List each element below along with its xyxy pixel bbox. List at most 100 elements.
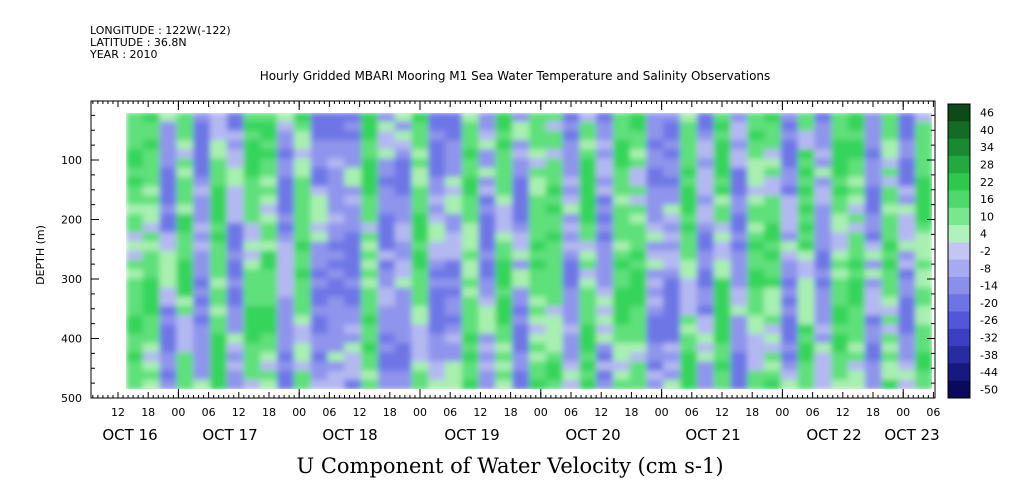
heatmap-cell	[764, 370, 782, 381]
x-tick-label: 00	[896, 406, 910, 419]
heatmap-cell	[764, 204, 782, 215]
heatmap-cell	[461, 177, 480, 188]
heatmap-cell	[176, 241, 195, 252]
heatmap-cell	[848, 343, 866, 354]
heatmap-cell	[394, 352, 413, 363]
heatmap-cell	[529, 195, 547, 206]
heatmap-cell	[915, 232, 932, 243]
heatmap-cell	[226, 113, 245, 123]
heatmap-cell	[226, 195, 245, 206]
heatmap-cell	[915, 370, 932, 381]
heatmap-cell	[226, 278, 245, 289]
heatmap-cell	[210, 315, 228, 326]
heatmap-cell	[680, 278, 698, 289]
heatmap-cell	[445, 213, 463, 224]
heatmap-cell	[629, 177, 648, 188]
heatmap-cell	[377, 223, 396, 234]
heatmap-cell	[394, 241, 413, 252]
heatmap-cell	[411, 177, 430, 188]
heatmap-cell	[159, 177, 178, 188]
heatmap-cell	[764, 296, 782, 307]
heatmap-cell	[478, 296, 497, 307]
heatmap-cell	[159, 121, 178, 132]
heatmap-cell	[210, 250, 228, 261]
heatmap-cell	[764, 278, 782, 289]
heatmap-cell	[411, 315, 430, 326]
heatmap-cell	[579, 269, 598, 280]
heatmap-cell	[848, 149, 866, 160]
heatmap-cell	[545, 113, 564, 123]
heatmap-cell	[377, 343, 396, 354]
heatmap-cell	[915, 113, 932, 123]
heatmap-cell	[327, 177, 346, 188]
heatmap-cell	[814, 121, 833, 132]
heatmap-cell	[680, 269, 698, 280]
heatmap-cell	[428, 361, 447, 372]
heatmap-cell	[461, 278, 480, 289]
heatmap-cell	[512, 361, 530, 372]
heatmap-cell	[730, 232, 749, 243]
heatmap-cell	[680, 324, 698, 335]
heatmap-cell	[797, 223, 816, 234]
heatmap-cell	[562, 324, 581, 335]
heatmap-cell	[226, 241, 245, 252]
heatmap-cell	[193, 241, 211, 252]
heatmap-cell	[344, 213, 363, 224]
heatmap-cell	[596, 195, 614, 206]
heatmap-cell	[411, 343, 430, 354]
heatmap-cell	[210, 213, 228, 224]
heatmap-cell	[310, 130, 329, 141]
x-tick-label: 18	[262, 406, 276, 419]
heatmap-cell	[344, 130, 363, 141]
heatmap-cell	[780, 278, 799, 289]
heatmap-cell	[377, 204, 396, 215]
heatmap-cell	[277, 186, 295, 197]
heatmap-cell	[411, 241, 430, 252]
colorbar-label: -2	[980, 245, 991, 258]
heatmap-cell	[193, 296, 211, 307]
heatmap-cell	[529, 370, 547, 381]
heatmap-cell	[747, 130, 766, 141]
heatmap-cell	[377, 370, 396, 381]
heatmap-cell	[277, 296, 295, 307]
heatmap-cell	[579, 204, 598, 215]
heatmap-cell	[780, 352, 799, 363]
heatmap-cell	[193, 352, 211, 363]
heatmap-cell	[629, 361, 648, 372]
heatmap-cell	[696, 306, 715, 317]
heatmap-cell	[243, 213, 262, 224]
heatmap-cell	[310, 223, 329, 234]
heatmap-cell	[361, 324, 379, 335]
heatmap-cell	[210, 343, 228, 354]
heatmap-cell	[646, 315, 665, 326]
heatmap-cell	[831, 361, 850, 372]
heatmap-cell	[193, 195, 211, 206]
heatmap-cell	[293, 250, 312, 261]
heatmap-cell	[226, 324, 245, 335]
heatmap-cell	[512, 352, 530, 363]
heatmap-cell	[310, 315, 329, 326]
heatmap-cell	[646, 333, 665, 344]
heatmap-cell	[277, 140, 295, 151]
heatmap-cell	[881, 195, 900, 206]
heatmap-cell	[831, 177, 850, 188]
heatmap-cell	[243, 296, 262, 307]
heatmap-cell	[747, 278, 766, 289]
heatmap-cell	[629, 130, 648, 141]
heatmap-cell	[461, 287, 480, 298]
heatmap-cell	[142, 195, 161, 206]
heatmap-cell	[797, 140, 816, 151]
heatmap-cell	[663, 370, 682, 381]
heatmap-cell	[579, 130, 598, 141]
heatmap-cell	[680, 158, 698, 169]
heatmap-cell	[629, 195, 648, 206]
heatmap-cell	[226, 213, 245, 224]
colorbar-swatch	[948, 380, 970, 399]
heatmap-cell	[764, 140, 782, 151]
heatmap-cell	[512, 241, 530, 252]
heatmap-cell	[394, 149, 413, 160]
heatmap-cell	[596, 167, 614, 178]
heatmap-cell	[680, 361, 698, 372]
heatmap-cell	[663, 149, 682, 160]
heatmap-cell	[142, 379, 161, 389]
